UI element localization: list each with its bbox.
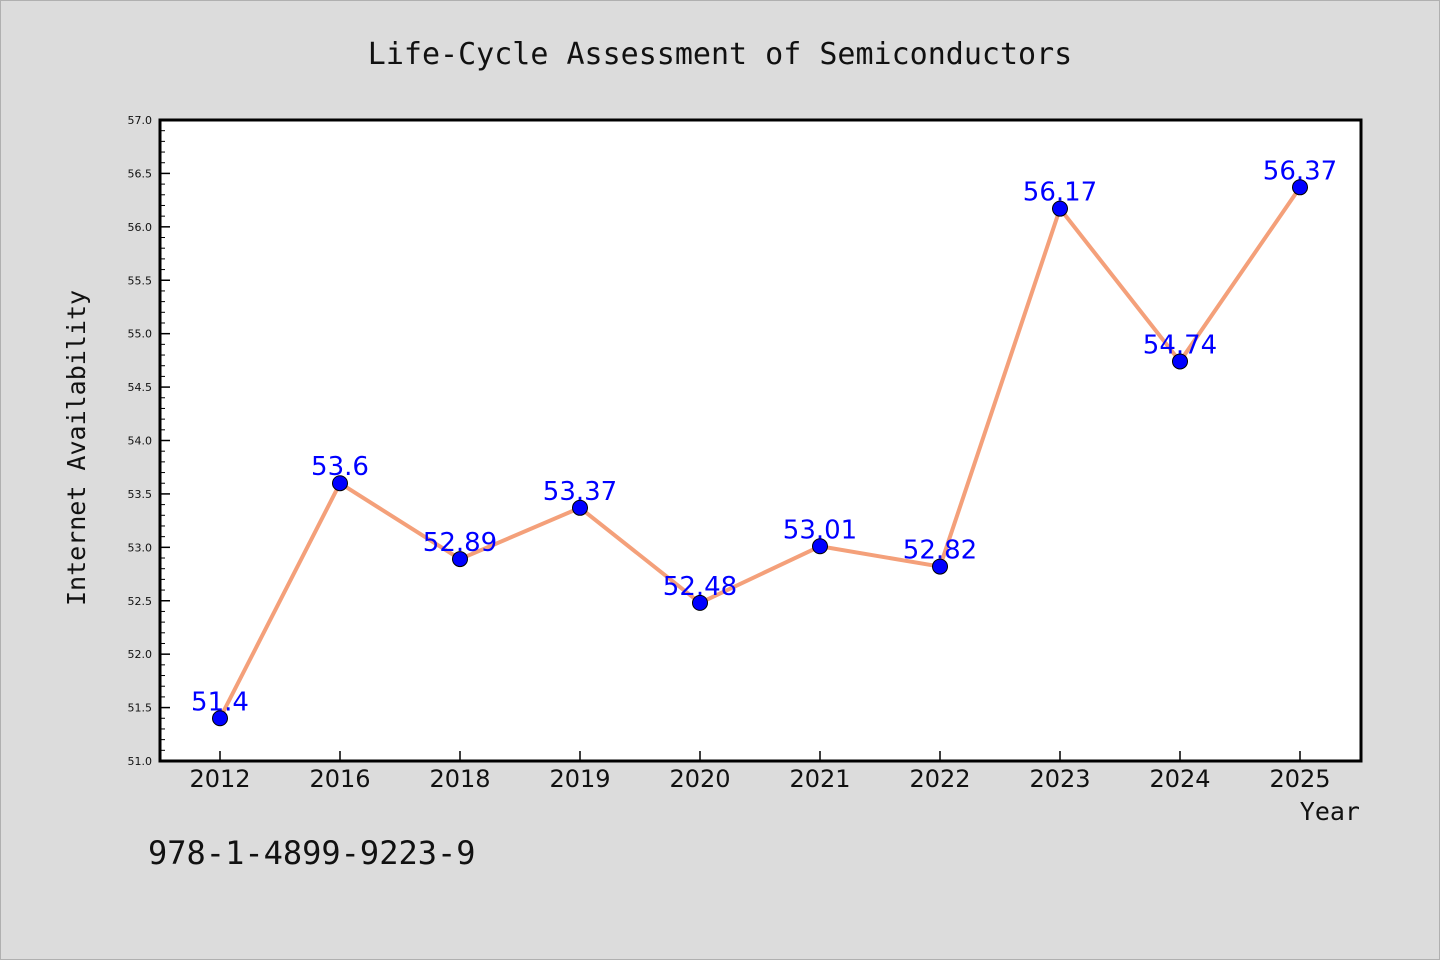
data-labels: 51.4 53.6 52.89 53.37 52.48 53.01 52.82 56.17 54… bbox=[191, 156, 1337, 717]
data-label: 52.82 bbox=[903, 536, 977, 566]
x-tick-label: 2016 bbox=[309, 765, 370, 793]
series-line bbox=[212, 179, 1308, 727]
x-tick-label: 2021 bbox=[789, 765, 850, 793]
data-label: 52.48 bbox=[663, 572, 737, 602]
chart-title: Life-Cycle Assessment of Semiconductors bbox=[368, 37, 1072, 72]
data-point bbox=[572, 499, 588, 516]
y-tick-label: 52.5 bbox=[128, 595, 153, 608]
y-axis-label: Internet Availability bbox=[62, 290, 91, 606]
x-tick-label: 2020 bbox=[669, 765, 730, 793]
y-tick-label: 55.5 bbox=[128, 274, 153, 287]
data-point bbox=[932, 558, 948, 575]
y-tick-label: 53.0 bbox=[128, 541, 153, 554]
data-point bbox=[212, 710, 228, 727]
plot-area bbox=[158, 118, 1363, 763]
series-polyline bbox=[218, 186, 1302, 720]
data-label: 54.74 bbox=[1143, 330, 1217, 360]
x-tick-label: 2022 bbox=[909, 765, 970, 793]
isbn-text: 978-1-4899-9223-9 bbox=[148, 834, 476, 872]
y-tick-label: 57.0 bbox=[128, 114, 153, 127]
data-label: 53.37 bbox=[543, 477, 617, 507]
y-tick-label: 54.0 bbox=[128, 435, 153, 448]
x-tick-label: 2018 bbox=[429, 765, 490, 793]
data-point bbox=[692, 594, 708, 611]
data-label: 56.37 bbox=[1263, 156, 1337, 186]
data-point bbox=[1052, 200, 1068, 217]
data-label: 52.89 bbox=[423, 528, 497, 558]
x-tick-label: 2023 bbox=[1029, 765, 1090, 793]
data-point bbox=[332, 475, 348, 492]
data-label: 53.01 bbox=[783, 515, 857, 545]
data-point bbox=[812, 538, 828, 555]
y-tick-label: 53.5 bbox=[128, 488, 153, 501]
x-axis: 2012 2016 2018 2019 2020 2021 2022 2023 2024 2025 bbox=[189, 751, 1331, 793]
y-tick-label: 56.0 bbox=[128, 221, 153, 234]
y-axis: 51.0 51.5 52.0 52.5 53.0 53.5 54.0 54.5 55.0 55.5… bbox=[128, 114, 170, 768]
data-label: 56.17 bbox=[1023, 178, 1097, 208]
y-tick-label: 55.0 bbox=[128, 328, 153, 341]
data-point bbox=[1292, 179, 1308, 196]
data-label: 51.4 bbox=[191, 687, 249, 717]
y-tick-label: 54.5 bbox=[128, 381, 153, 394]
x-tick-label: 2012 bbox=[189, 765, 250, 793]
y-tick-label: 51.5 bbox=[128, 702, 153, 715]
data-label: 53.6 bbox=[311, 452, 369, 482]
y-tick-label: 51.0 bbox=[128, 755, 153, 768]
x-tick-label: 2019 bbox=[549, 765, 610, 793]
data-point bbox=[1172, 353, 1188, 370]
y-tick-label: 56.5 bbox=[128, 167, 153, 180]
x-tick-label: 2024 bbox=[1149, 765, 1210, 793]
x-axis-label: Year bbox=[1300, 797, 1360, 826]
x-tick-label: 2025 bbox=[1269, 765, 1330, 793]
y-tick-label: 52.0 bbox=[128, 648, 153, 661]
data-point bbox=[452, 551, 468, 568]
